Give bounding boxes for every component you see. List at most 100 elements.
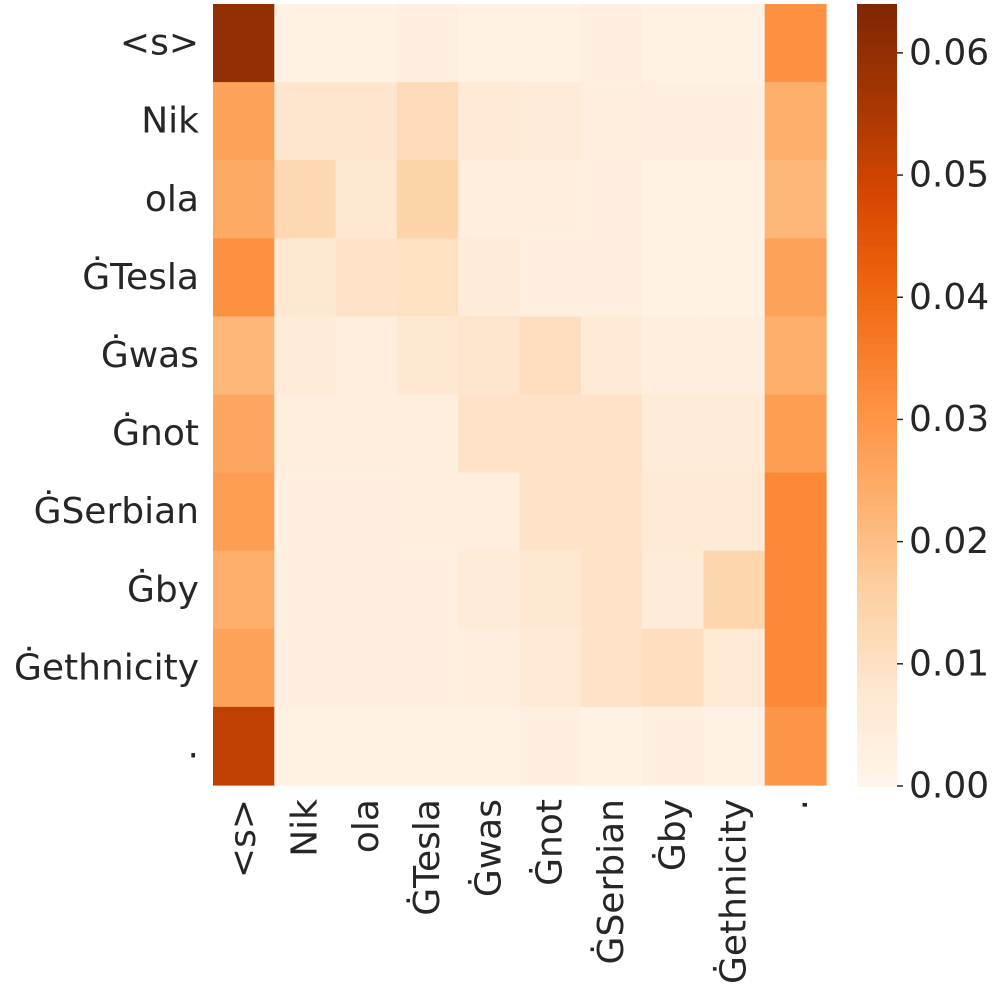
heatmap-cell bbox=[458, 316, 521, 396]
colorbar-segment bbox=[857, 238, 897, 246]
heatmap-cell bbox=[213, 472, 275, 552]
colorbar-segment bbox=[857, 460, 897, 468]
colorbar-segment bbox=[857, 251, 897, 259]
heatmap-cell bbox=[580, 472, 643, 552]
heatmap-cell bbox=[580, 160, 643, 239]
colorbar-segment bbox=[857, 727, 897, 735]
heatmap-cell bbox=[764, 394, 827, 474]
x-tick-label: <s> bbox=[223, 799, 264, 878]
colorbar-segment bbox=[857, 121, 897, 129]
heatmap-cell bbox=[274, 550, 337, 630]
x-tick-label: ola bbox=[346, 799, 387, 853]
x-tick-labels: <s> Nik ola ĠTesla Ġwas Ġnot ĠSerbian Ġby Ġethni… bbox=[223, 799, 816, 984]
colorbar-segment bbox=[857, 36, 897, 44]
heatmap-cell bbox=[396, 706, 459, 786]
colorbar-segment bbox=[857, 186, 897, 194]
colorbar-segment bbox=[857, 772, 897, 781]
x-tick-label: Nik bbox=[284, 799, 325, 857]
heatmap-cell bbox=[274, 472, 337, 552]
heatmap-cell bbox=[519, 238, 582, 317]
x-tick-label: Ġethnicity bbox=[713, 799, 755, 984]
colorbar-segment bbox=[857, 303, 897, 312]
colorbar-segment bbox=[857, 173, 897, 181]
heatmap-cell bbox=[519, 82, 582, 161]
heatmap-cell bbox=[335, 160, 398, 239]
colorbar-segment bbox=[857, 95, 897, 103]
heatmap-cell bbox=[274, 160, 337, 239]
colorbar-segment bbox=[857, 225, 897, 233]
colorbar-segment bbox=[857, 82, 897, 90]
colorbar-segment bbox=[857, 147, 897, 155]
colorbar-segment bbox=[857, 440, 897, 448]
colorbar-segment bbox=[857, 544, 897, 553]
colorbar-segment bbox=[857, 23, 897, 31]
colorbar-segment bbox=[857, 323, 897, 331]
colorbar-segment bbox=[857, 694, 897, 703]
heatmap-cell bbox=[580, 706, 643, 786]
heatmap-cell bbox=[458, 4, 521, 83]
colorbar-segment bbox=[857, 401, 897, 409]
colorbar-segment bbox=[857, 538, 897, 546]
heatmap-cell bbox=[519, 394, 582, 474]
colorbar-segment bbox=[857, 212, 897, 220]
colorbar-segment bbox=[857, 668, 897, 677]
heatmap-cell bbox=[703, 706, 766, 786]
colorbar-segment bbox=[857, 43, 897, 51]
heatmap-cell bbox=[764, 550, 827, 630]
y-tick-label: . bbox=[188, 725, 199, 766]
heatmap-cell bbox=[642, 472, 704, 552]
colorbar-segment bbox=[857, 264, 897, 272]
colorbar-tick-label: 0.05 bbox=[909, 155, 989, 196]
colorbar-segment bbox=[857, 69, 897, 77]
heatmap-cell bbox=[396, 394, 459, 474]
heatmap-cell bbox=[274, 4, 337, 83]
colorbar-segment bbox=[857, 245, 897, 253]
heatmap-cell bbox=[580, 4, 643, 83]
colorbar-segment bbox=[857, 512, 897, 520]
heatmap-cell bbox=[703, 238, 766, 317]
colorbar-segment bbox=[857, 629, 897, 637]
colorbar-segment bbox=[857, 675, 897, 683]
heatmap-cell bbox=[642, 550, 704, 630]
y-tick-label: ola bbox=[145, 179, 199, 220]
colorbar-segment bbox=[857, 408, 897, 416]
colorbar-segment bbox=[857, 49, 897, 57]
colorbar-segment bbox=[857, 75, 897, 83]
colorbar-segment bbox=[857, 551, 897, 559]
heatmap-cell bbox=[642, 316, 704, 396]
colorbar-segment bbox=[857, 277, 897, 286]
colorbar-segment bbox=[857, 505, 897, 514]
colorbar-segment bbox=[857, 381, 897, 390]
heatmap-cell bbox=[274, 628, 337, 708]
colorbar-tick-label: 0.03 bbox=[909, 399, 989, 440]
y-tick-label: Ġwas bbox=[101, 334, 199, 376]
heatmap-cell bbox=[519, 316, 582, 396]
colorbar-segment bbox=[857, 518, 897, 527]
y-tick-label: Ġethnicity bbox=[14, 646, 199, 688]
colorbar-segment bbox=[857, 362, 897, 370]
colorbar-segment bbox=[857, 681, 897, 690]
heatmap-cell bbox=[396, 550, 459, 630]
colorbar-segment bbox=[857, 179, 897, 188]
heatmap-cell bbox=[335, 706, 398, 786]
colorbar-segment bbox=[857, 564, 897, 572]
heatmap-cell bbox=[213, 706, 275, 786]
colorbar-segment bbox=[857, 531, 897, 540]
colorbar-segment bbox=[857, 492, 897, 501]
colorbar-segment bbox=[857, 414, 897, 422]
x-tick-label: . bbox=[775, 799, 816, 810]
heatmap-cell bbox=[335, 628, 398, 708]
colorbar-segment bbox=[857, 153, 897, 162]
colorbar-tick-label: 0.06 bbox=[909, 32, 989, 73]
colorbar-segment bbox=[857, 486, 897, 494]
heatmap-cell bbox=[764, 82, 827, 161]
colorbar-segment bbox=[857, 577, 897, 585]
colorbar-ticks: 0.00 0.01 0.02 0.03 0.04 0.05 0.06 bbox=[897, 32, 989, 807]
heatmap-cell bbox=[764, 316, 827, 396]
colorbar-segment bbox=[857, 30, 897, 38]
x-tick-label: Ġwas bbox=[467, 799, 509, 897]
heatmap-cell bbox=[642, 160, 704, 239]
heatmap-cell bbox=[213, 550, 275, 630]
colorbar-segment bbox=[857, 714, 897, 722]
